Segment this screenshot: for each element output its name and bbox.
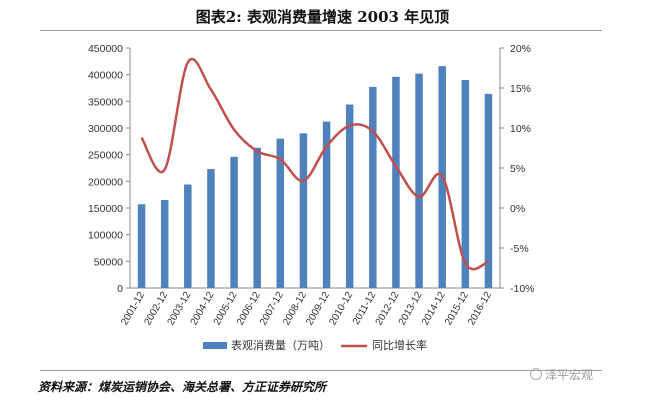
bar: [160, 200, 169, 288]
y-right-tick-label: 0%: [510, 203, 525, 215]
y-right-tick-label: -10%: [510, 283, 535, 295]
bar: [276, 138, 285, 288]
chart-title: 图表2: 表观消费量增速 2003 年见顶: [195, 8, 450, 26]
bar: [369, 86, 377, 288]
growth-rate-line: [140, 58, 489, 271]
title-divider: [40, 30, 602, 31]
bar: [207, 169, 215, 288]
watermark-text: 泽平宏观: [545, 368, 594, 382]
bar: [299, 133, 308, 288]
wechat-icon: [530, 368, 542, 380]
bar: [322, 121, 331, 288]
y-left-tick-label: 150000: [88, 203, 123, 215]
legend-swatch-bar: [203, 342, 227, 349]
y-right-tick-label: 15%: [510, 83, 531, 95]
y-left-tick-label: 50000: [94, 256, 123, 268]
y-right-tick-label: 5%: [510, 163, 525, 175]
source-note: 资料来源：煤炭运销协会、海关总署、方正证券研究所: [38, 380, 327, 394]
watermark: 泽平宏观: [530, 366, 593, 383]
source-divider: [40, 370, 602, 371]
y-right-tick-label: -5%: [510, 243, 529, 255]
legend-label-line: 同比增长率: [372, 338, 427, 352]
y-right-tick-label: 10%: [510, 123, 531, 135]
y-left-tick-label: 0: [117, 283, 123, 295]
bar: [415, 73, 423, 288]
y-left-tick-label: 200000: [88, 176, 123, 188]
bar: [137, 204, 146, 288]
bar: [461, 80, 470, 288]
y-left-tick-label: 450000: [88, 43, 123, 55]
y-left-tick-label: 250000: [88, 150, 123, 162]
bar: [484, 93, 493, 288]
y-left-tick-label: 400000: [88, 70, 123, 82]
bar: [253, 147, 261, 288]
y-left-tick-label: 100000: [88, 230, 123, 242]
bar: [345, 104, 354, 289]
y-left-tick-label: 350000: [88, 96, 123, 108]
legend-label-bar: 表观消费量（万吨）: [231, 338, 330, 352]
bar: [392, 76, 400, 288]
bar: [184, 184, 192, 288]
y-left-tick-label: 300000: [88, 123, 123, 135]
y-right-tick-label: 20%: [510, 43, 531, 55]
bar: [230, 156, 238, 288]
